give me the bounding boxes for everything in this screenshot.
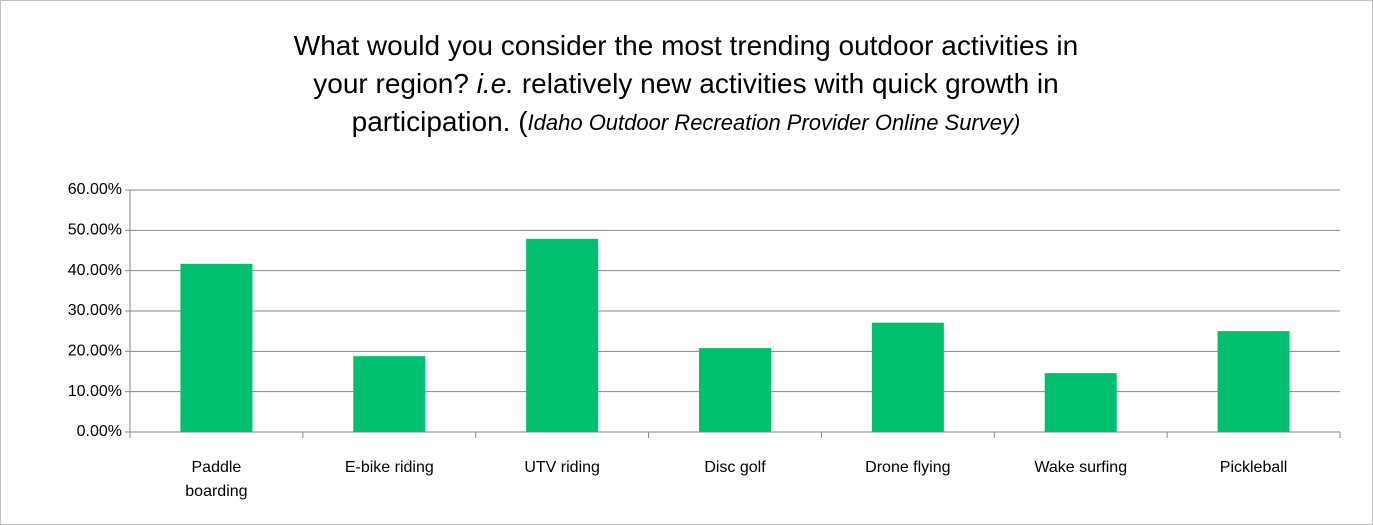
title-run: participation. ( [352,106,529,137]
bar [180,263,253,432]
chart-title-line: participation. (Idaho Outdoor Recreation… [352,106,1021,137]
bar [353,356,426,432]
x-tick-label: Wake surfing [1034,459,1127,476]
bar [1044,373,1117,432]
chart-title-line: your region? i.e. relatively new activit… [313,68,1058,99]
y-tick-label: 10.00% [68,383,122,400]
y-tick-label: 50.00% [68,222,122,239]
x-tick-label: E-bike riding [345,459,434,476]
y-tick-label: 20.00% [68,343,122,360]
x-tick-label: Disc golf [704,459,766,476]
y-tick-label: 0.00% [77,423,122,440]
title-run: i.e. [477,68,514,99]
title-run: your region? [313,68,476,99]
bar [871,322,944,432]
title-run: Idaho Outdoor Recreation Provider Online… [528,110,1021,135]
x-tick-label: Drone flying [865,459,950,476]
x-tick-label: Pickleball [1220,459,1288,476]
x-tick-label: Paddle boarding [185,459,247,500]
x-tick-label: UTV riding [524,459,600,476]
title-run: What would you consider the most trendin… [294,30,1078,61]
chart-title-line: What would you consider the most trendin… [294,30,1078,61]
title-run: relatively new activities with quick gro… [514,68,1059,99]
bar [526,238,599,432]
y-tick-label: 40.00% [68,262,122,279]
y-tick-label: 60.00% [68,181,122,198]
y-tick-label: 30.00% [68,302,122,319]
bar [699,348,771,432]
bar [1217,331,1290,432]
